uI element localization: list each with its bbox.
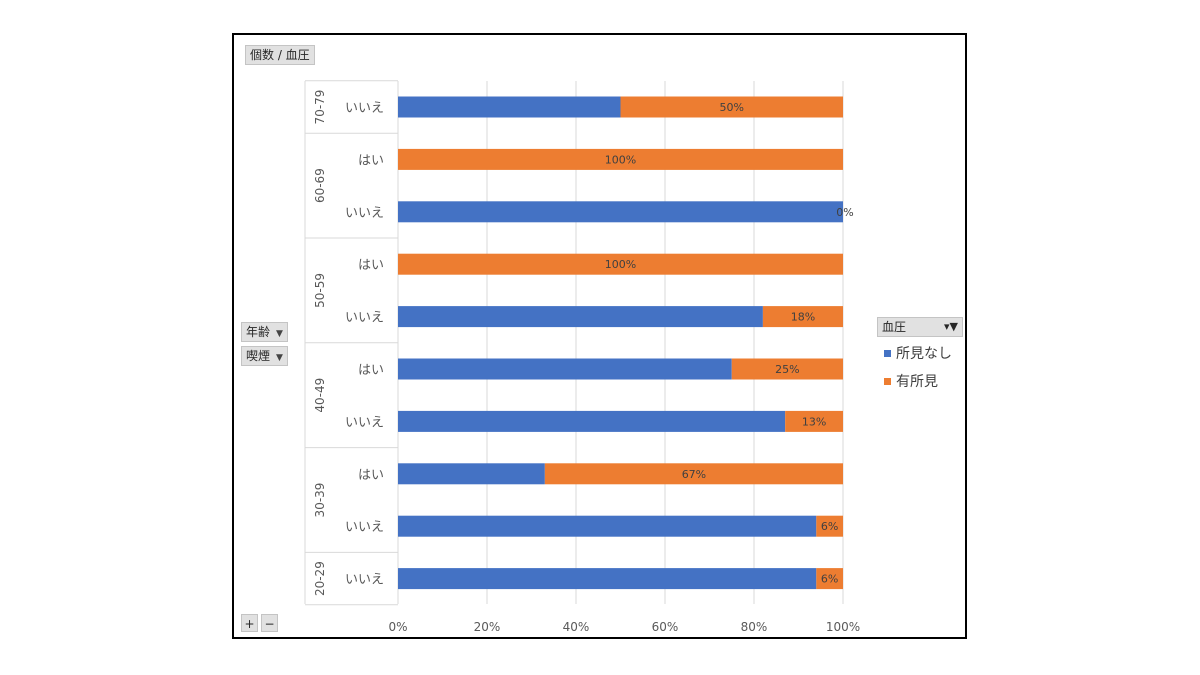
data-label: 6%: [821, 520, 838, 533]
legend-swatch: [884, 377, 891, 385]
bar-finding: [731, 358, 843, 380]
bar-no-finding: [398, 410, 786, 432]
chart-frame: 個数 / 血圧 年齢 ▼ 喫煙 ▼ 血圧 ▾▼ 所見なし 有所見 + − 0% 20%…: [232, 33, 967, 639]
bar-no-finding: [398, 515, 817, 537]
row-field-smoking-button[interactable]: 喫煙 ▼: [241, 346, 288, 366]
expand-button[interactable]: +: [241, 614, 258, 632]
filter-icon: ▾▼: [944, 320, 958, 333]
minus-icon: −: [264, 617, 275, 631]
group-label: 60-69: [313, 168, 327, 203]
group-label: 40-49: [313, 378, 327, 413]
plot-area: 0% 20% 40% 60% 80% 100% いいえ 50% 70-79 はい 100% いいえ 0%…: [304, 80, 860, 634]
row-field-age-button[interactable]: 年齢 ▼: [241, 322, 288, 342]
legend-swatch: [884, 349, 891, 357]
row-label: はい: [358, 363, 384, 378]
group-label: 70-79: [313, 90, 327, 125]
bar-no-finding: [398, 463, 545, 485]
x-tick-label: 60%: [652, 620, 679, 634]
bar-finding: [816, 515, 843, 537]
legend-item-finding: 有所見: [884, 371, 938, 391]
data-label: 100%: [605, 153, 636, 166]
row-label: いいえ: [345, 520, 384, 535]
data-label: 6%: [821, 573, 838, 586]
bar-no-finding: [398, 96, 621, 118]
row-label: はい: [358, 258, 384, 273]
row-field-age-label: 年齢: [246, 325, 271, 339]
row-label: いいえ: [345, 311, 384, 326]
data-label: 67%: [682, 468, 706, 481]
x-tick-label: 80%: [741, 620, 768, 634]
row-label: いいえ: [345, 101, 384, 116]
legend-item-no-finding: 所見なし: [884, 343, 952, 363]
values-field-label: 個数 / 血圧: [250, 48, 310, 62]
bar-finding: [544, 463, 843, 485]
row-label: いいえ: [345, 206, 384, 221]
data-label: 25%: [775, 363, 799, 376]
legend-field-label: 血圧: [882, 320, 907, 334]
x-tick-label: 100%: [826, 620, 860, 634]
group-label: 50-59: [313, 273, 327, 308]
dropdown-arrow-icon: ▼: [276, 353, 283, 363]
bar-finding: [762, 306, 843, 328]
group-label: 20-29: [313, 561, 327, 596]
row-label: いいえ: [345, 573, 384, 588]
row-label: はい: [358, 153, 384, 168]
bar-no-finding: [398, 568, 817, 590]
data-label: 0%: [836, 206, 853, 219]
data-label: 13%: [802, 415, 826, 428]
bar-no-finding: [398, 358, 732, 380]
x-tick-label: 20%: [474, 620, 501, 634]
legend-label: 有所見: [896, 374, 938, 390]
dropdown-arrow-icon: ▼: [276, 329, 283, 339]
bar-finding: [398, 253, 843, 275]
data-label: 50%: [720, 101, 744, 114]
row-label: はい: [358, 468, 384, 483]
bar-no-finding: [398, 306, 763, 328]
bar-finding: [620, 96, 843, 118]
group-label: 30-39: [313, 483, 327, 518]
collapse-button[interactable]: −: [261, 614, 278, 632]
values-field-button[interactable]: 個数 / 血圧: [245, 45, 315, 65]
data-label: 100%: [605, 258, 636, 271]
x-tick-label: 0%: [388, 620, 407, 634]
data-label: 18%: [791, 311, 815, 324]
x-tick-label: 40%: [563, 620, 590, 634]
bar-no-finding: [398, 201, 843, 223]
row-label: いいえ: [345, 415, 384, 430]
legend-label: 所見なし: [896, 346, 952, 362]
bar-finding: [816, 568, 843, 590]
plus-icon: +: [244, 617, 255, 631]
bar-finding: [785, 410, 843, 432]
row-field-smoking-label: 喫煙: [246, 349, 271, 363]
legend-field-button[interactable]: 血圧 ▾▼: [877, 317, 963, 337]
bar-finding: [398, 148, 843, 170]
